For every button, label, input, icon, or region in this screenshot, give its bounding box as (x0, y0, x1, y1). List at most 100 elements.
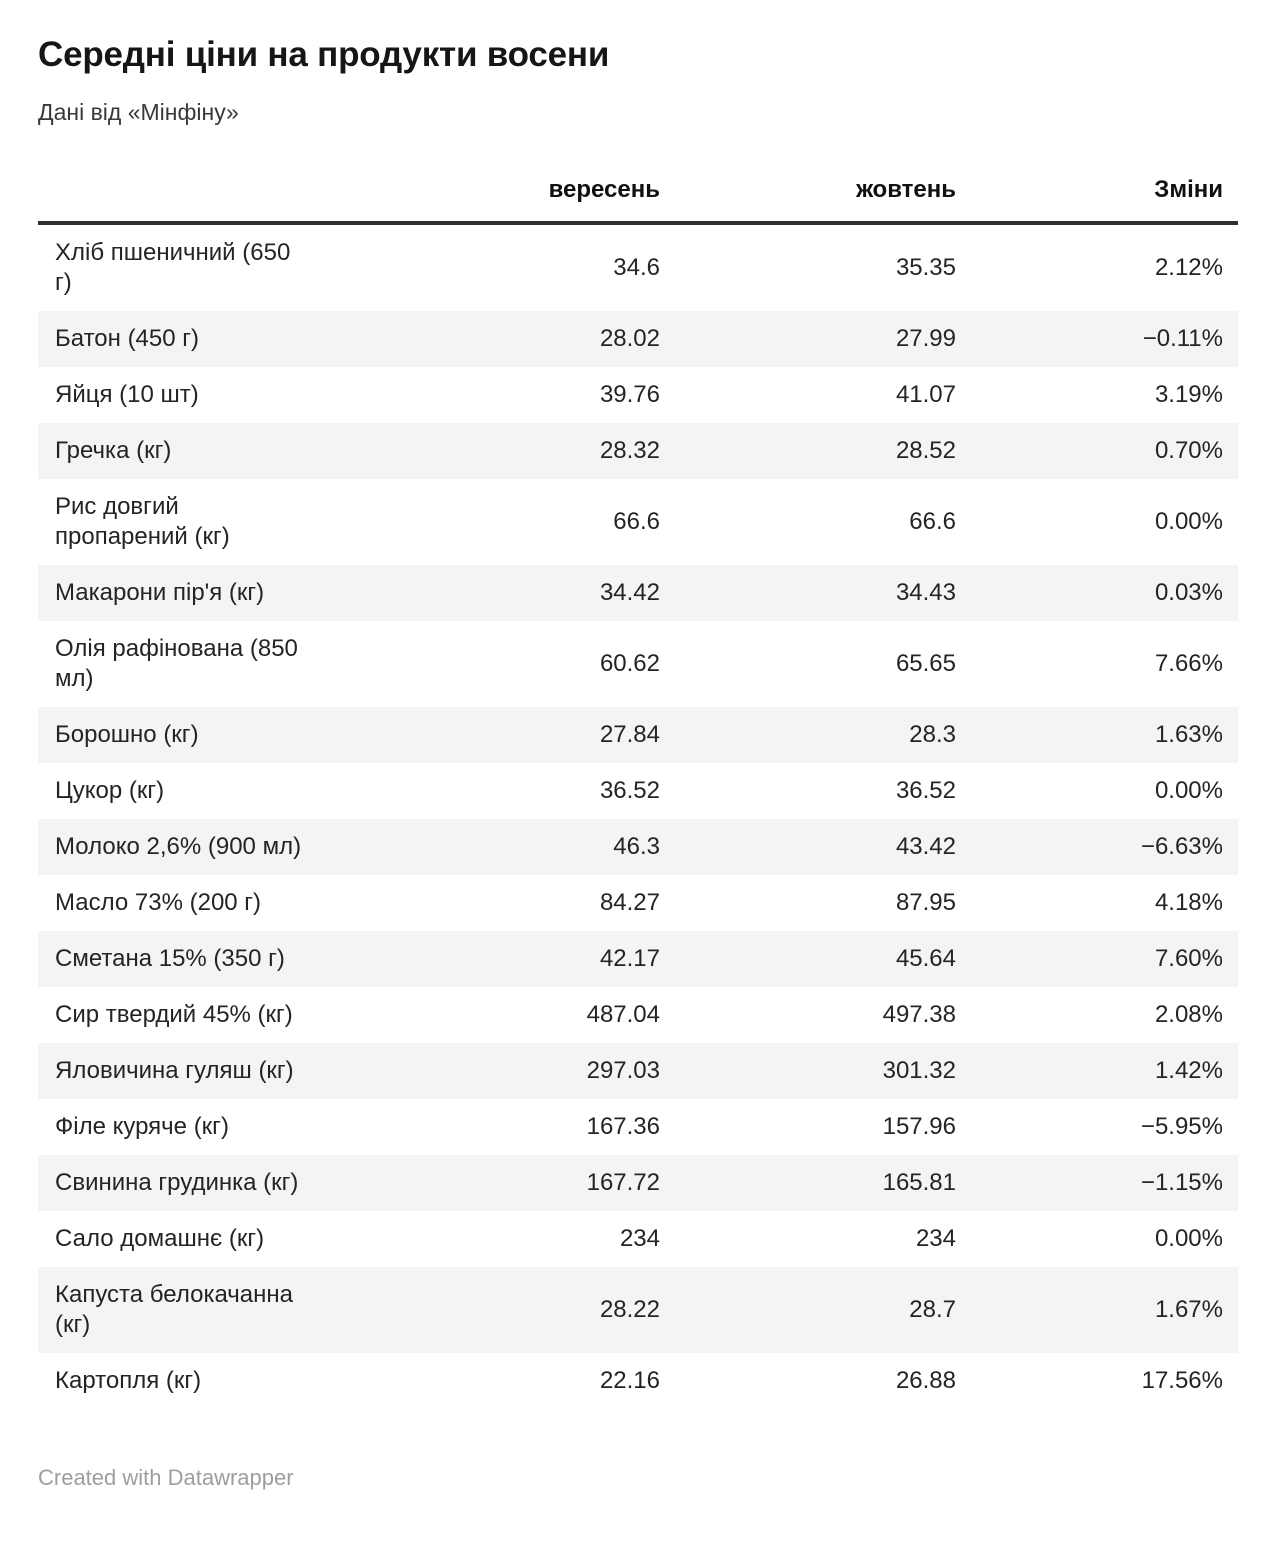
september-value-cell: 66.6 (613, 507, 660, 535)
table-header: вересень жовтень Зміни (38, 175, 1238, 225)
october-value-cell: 234 (915, 1224, 956, 1252)
table-row: Батон (450 г) 28.02 27.99 −0.11% (38, 310, 1238, 367)
october-value-cell: 165.81 (882, 1168, 956, 1196)
table-row: Яловичина гуляш (кг) 297.03 301.32 1.42% (38, 1042, 1238, 1099)
table-row: Капуста белокачанна (кг) 28.22 28.7 1.67… (38, 1266, 1238, 1353)
change-value-cell: 2.08% (1154, 1000, 1223, 1028)
change-value-cell: −0.11% (1142, 324, 1223, 352)
september-value-cell: 297.03 (586, 1056, 660, 1084)
table-body: Хліб пшеничний (650 г) 34.6 35.35 2.12% … (38, 223, 1238, 1409)
change-value-cell: 7.60% (1154, 944, 1223, 972)
column-header-change: Зміни (971, 175, 1238, 225)
october-value-cell: 34.43 (895, 578, 956, 606)
product-label-cell: Олія рафінована (850 мл) (55, 634, 298, 692)
product-label-cell: Капуста белокачанна (кг) (55, 1280, 293, 1338)
table-row: Яйця (10 шт) 39.76 41.07 3.19% (38, 367, 1238, 423)
october-value-cell: 45.64 (895, 944, 956, 972)
october-value-cell: 43.42 (895, 832, 956, 860)
september-value-cell: 28.32 (599, 436, 660, 464)
table-row: Молоко 2,6% (900 мл) 46.3 43.42 −6.63% (38, 818, 1238, 875)
table-row: Хліб пшеничний (650 г) 34.6 35.35 2.12% (38, 223, 1238, 311)
product-label-cell: Батон (450 г) (55, 324, 200, 352)
product-label-cell: Рис довгий пропарений (кг) (55, 492, 230, 550)
table-row: Борошно (кг) 27.84 28.3 1.63% (38, 706, 1238, 763)
product-label-cell: Яйця (10 шт) (55, 380, 199, 408)
october-value-cell: 87.95 (895, 888, 956, 916)
september-value-cell: 28.02 (599, 324, 660, 352)
product-label-cell: Сметана 15% (350 г) (55, 944, 285, 972)
october-value-cell: 157.96 (882, 1112, 956, 1140)
table-row: Свинина грудинка (кг) 167.72 165.81 −1.1… (38, 1154, 1238, 1211)
change-value-cell: 0.03% (1154, 578, 1223, 606)
change-value-cell: 2.12% (1154, 253, 1223, 281)
september-value-cell: 234 (619, 1224, 660, 1252)
table-row: Рис довгий пропарений (кг) 66.6 66.6 0.0… (38, 479, 1238, 565)
change-value-cell: −6.63% (1140, 832, 1223, 860)
change-value-cell: 0.00% (1154, 507, 1223, 535)
september-value-cell: 167.72 (586, 1168, 660, 1196)
september-value-cell: 46.3 (613, 832, 660, 860)
prices-table: вересень жовтень Зміни Хліб пшеничний (6… (38, 175, 1238, 1409)
october-value-cell: 36.52 (895, 776, 956, 804)
change-value-cell: 4.18% (1154, 888, 1223, 916)
product-label-cell: Філе куряче (кг) (55, 1112, 229, 1140)
change-value-cell: −1.15% (1140, 1168, 1223, 1196)
product-label-cell: Хліб пшеничний (650 г) (55, 238, 291, 296)
october-value-cell: 497.38 (882, 1000, 956, 1028)
table-row: Макарони пір'я (кг) 34.42 34.43 0.03% (38, 564, 1238, 621)
change-value-cell: 0.00% (1154, 1224, 1223, 1252)
product-label-cell: Свинина грудинка (кг) (55, 1168, 299, 1196)
product-label-cell: Цукор (кг) (55, 776, 165, 804)
october-value-cell: 28.7 (909, 1295, 956, 1323)
datawrapper-credit-link[interactable]: Created with Datawrapper (38, 1464, 294, 1490)
table-row: Олія рафінована (850 мл) 60.62 65.65 7.6… (38, 621, 1238, 707)
september-value-cell: 36.52 (599, 776, 660, 804)
september-value-cell: 34.42 (599, 578, 660, 606)
september-value-cell: 487.04 (586, 1000, 660, 1028)
change-value-cell: −5.95% (1140, 1112, 1223, 1140)
change-value-cell: 1.42% (1154, 1056, 1223, 1084)
table-row: Сир твердий 45% (кг) 487.04 497.38 2.08% (38, 987, 1238, 1043)
product-label-cell: Масло 73% (200 г) (55, 888, 262, 916)
product-label-cell: Борошно (кг) (55, 720, 199, 748)
october-value-cell: 28.52 (895, 436, 956, 464)
september-value-cell: 84.27 (599, 888, 660, 916)
chart-subtitle: Дані від «Мінфіну» (38, 99, 239, 125)
product-label-cell: Макарони пір'я (кг) (55, 578, 265, 606)
october-value-cell: 301.32 (882, 1056, 956, 1084)
change-value-cell: 0.00% (1154, 776, 1223, 804)
september-value-cell: 27.84 (599, 720, 660, 748)
table-header-row: вересень жовтень Зміни (38, 175, 1238, 225)
change-value-cell: 3.19% (1154, 380, 1223, 408)
product-label-cell: Сало домашнє (кг) (55, 1224, 265, 1252)
product-label-cell: Молоко 2,6% (900 мл) (55, 832, 302, 860)
change-value-cell: 17.56% (1141, 1366, 1223, 1394)
october-value-cell: 41.07 (895, 380, 956, 408)
table-row: Гречка (кг) 28.32 28.52 0.70% (38, 422, 1238, 479)
october-value-cell: 27.99 (895, 324, 956, 352)
change-value-cell: 7.66% (1154, 649, 1223, 677)
table-row: Сало домашнє (кг) 234 234 0.00% (38, 1211, 1238, 1267)
october-value-cell: 26.88 (895, 1366, 956, 1394)
page-title: Середні ціни на продукти восени (38, 35, 610, 74)
september-value-cell: 28.22 (599, 1295, 660, 1323)
change-value-cell: 1.67% (1154, 1295, 1223, 1323)
september-value-cell: 34.6 (613, 253, 660, 281)
product-label-cell: Сир твердий 45% (кг) (55, 1000, 293, 1028)
table-row: Філе куряче (кг) 167.36 157.96 −5.95% (38, 1099, 1238, 1155)
chart-footer: Created with Datawrapper (38, 1465, 1238, 1491)
column-header-september: вересень (315, 175, 675, 225)
september-value-cell: 60.62 (599, 649, 660, 677)
september-value-cell: 22.16 (599, 1366, 660, 1394)
table-row: Сметана 15% (350 г) 42.17 45.64 7.60% (38, 930, 1238, 987)
product-label-cell: Картопля (кг) (55, 1366, 202, 1394)
table-row: Масло 73% (200 г) 84.27 87.95 4.18% (38, 875, 1238, 931)
table-row: Картопля (кг) 22.16 26.88 17.56% (38, 1353, 1238, 1409)
product-label-cell: Гречка (кг) (55, 436, 172, 464)
product-label-cell: Яловичина гуляш (кг) (55, 1056, 294, 1084)
change-value-cell: 1.63% (1154, 720, 1223, 748)
september-value-cell: 167.36 (586, 1112, 660, 1140)
october-value-cell: 65.65 (895, 649, 956, 677)
column-header-product (38, 175, 315, 225)
